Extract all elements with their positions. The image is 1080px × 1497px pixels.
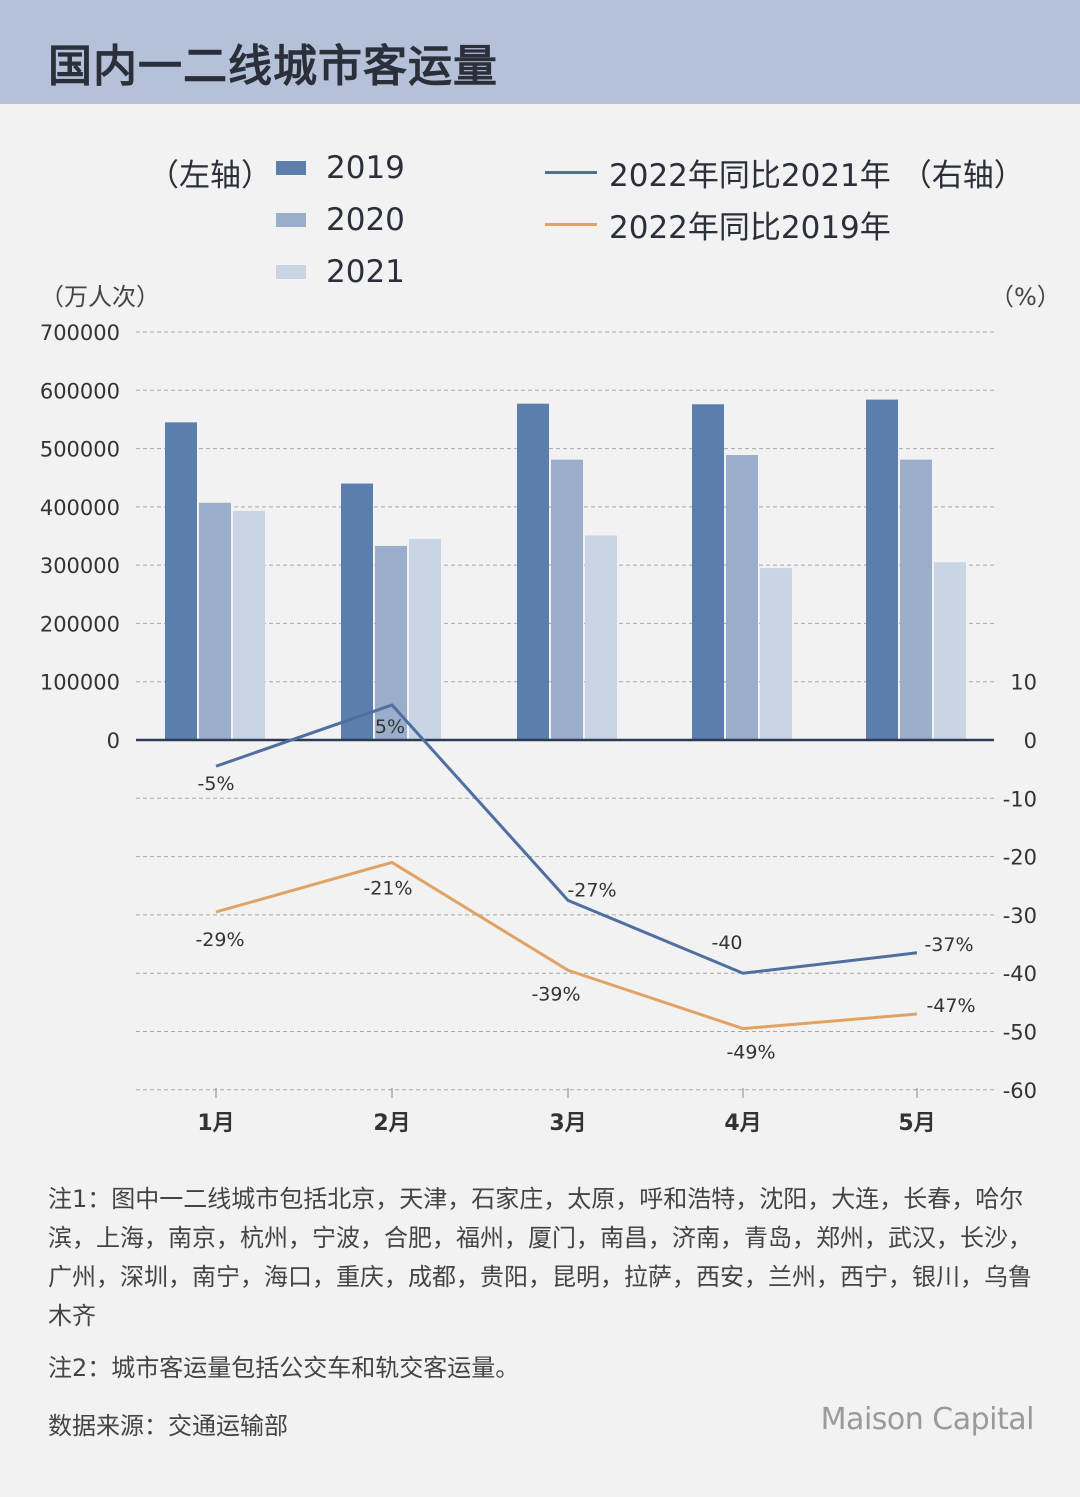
line-data-label: -49%	[726, 1042, 775, 1064]
right-tick-label: -20	[1003, 846, 1037, 870]
legend-item-2019: 2019	[276, 150, 405, 186]
legend-swatch-2019	[276, 161, 306, 175]
bar-2019-3月	[517, 403, 549, 740]
page-title: 国内一二线城市客运量	[48, 41, 498, 92]
left-tick-label: 0	[107, 729, 120, 753]
legend-line-vs2021	[545, 171, 597, 174]
legend-line-vs2019	[545, 223, 597, 226]
bar-2021-1月	[233, 510, 265, 740]
note-1: 注1：图中一二线城市包括北京，天津，石家庄，太原，呼和浩特，沈阳，大连，长春，哈…	[48, 1185, 1032, 1330]
line-data-label: -29%	[195, 929, 244, 951]
bar-2019-1月	[165, 422, 197, 740]
line-series-vs2021	[215, 703, 918, 975]
right-tick-label: -40	[1003, 962, 1037, 986]
bar-2019-2月	[341, 483, 373, 740]
x-tick-label: 2月	[373, 1111, 410, 1136]
left-tick-label: 600000	[40, 379, 120, 403]
bar-2020-3月	[551, 459, 583, 740]
line-data-label: -37%	[924, 934, 973, 956]
left-tick-label: 400000	[40, 496, 120, 520]
bar-2020-2月	[375, 545, 407, 740]
bar-2021-4月	[760, 568, 792, 740]
bar-2021-5月	[934, 562, 966, 740]
bar-2020-5月	[900, 459, 932, 740]
right-tick-label: -10	[1003, 787, 1037, 811]
x-tick-label: 5月	[898, 1111, 935, 1136]
legend-item-2020: 2020	[276, 202, 405, 238]
line-data-label: -27%	[567, 879, 616, 901]
line-data-label: -47%	[926, 995, 975, 1017]
x-tick-label: 4月	[724, 1111, 761, 1136]
left-tick-label: 100000	[40, 671, 120, 695]
left-tick-label: 200000	[40, 612, 120, 636]
line-data-label: -40	[711, 932, 742, 954]
bar-2019-4月	[692, 404, 724, 740]
line-data-label: -5%	[198, 773, 235, 795]
legend-item-line-vs2021: 2022年同比2021年 （右轴）	[545, 150, 1025, 195]
right-tick-label: 0	[1024, 729, 1037, 753]
left-axis-unit: （万人次）	[40, 283, 160, 311]
x-tick-label: 1月	[197, 1111, 234, 1136]
right-tick-label: -60	[1003, 1079, 1037, 1103]
bar-2020-1月	[199, 502, 231, 740]
header-banner: 国内一二线城市客运量	[0, 0, 1080, 104]
line-data-label: 5%	[375, 716, 405, 738]
line-data-label: -39%	[531, 983, 580, 1005]
right-tick-label: -50	[1003, 1021, 1037, 1045]
legend-item-line-vs2019: 2022年同比2019年	[545, 202, 891, 247]
right-tick-label: -30	[1003, 904, 1037, 928]
legend-swatch-2020	[276, 213, 306, 227]
bar-2021-3月	[585, 535, 617, 740]
left-tick-label: 700000	[40, 321, 120, 345]
bar-2020-4月	[726, 454, 758, 740]
line-data-label: -21%	[363, 877, 412, 899]
legend-item-2021: 2021	[276, 254, 405, 290]
brand-logo: Maison Capital	[820, 1402, 1035, 1437]
line-series-vs2019	[215, 860, 918, 1031]
chart: 0 100000 200000 300000 400000 500000 600000 700…	[40, 321, 1037, 1136]
right-tick-label: 10	[1010, 671, 1037, 695]
data-source: 数据来源：交通运输部	[48, 1412, 288, 1440]
legend-swatch-2021	[276, 265, 306, 279]
x-tick-label: 3月	[549, 1111, 586, 1136]
note-2: 注2：城市客运量包括公交车和轨交客运量。	[48, 1354, 520, 1382]
bar-2021-2月	[409, 538, 441, 740]
bar-2019-5月	[866, 399, 898, 740]
legend-left-axis-label: （左轴）	[148, 158, 272, 194]
left-tick-label: 300000	[40, 554, 120, 578]
left-tick-label: 500000	[40, 438, 120, 462]
right-axis-unit: （%）	[990, 283, 1061, 311]
